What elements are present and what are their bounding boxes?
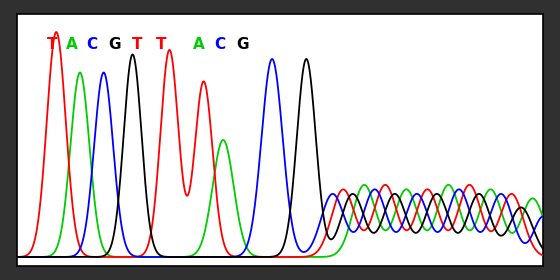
Text: C: C xyxy=(86,37,97,52)
Text: G: G xyxy=(108,37,120,52)
Text: G: G xyxy=(236,37,248,52)
Text: A: A xyxy=(66,37,78,52)
Text: T: T xyxy=(132,37,142,52)
Text: T: T xyxy=(156,37,167,52)
Text: T: T xyxy=(48,37,58,52)
Text: A: A xyxy=(193,37,204,52)
Text: C: C xyxy=(214,37,225,52)
